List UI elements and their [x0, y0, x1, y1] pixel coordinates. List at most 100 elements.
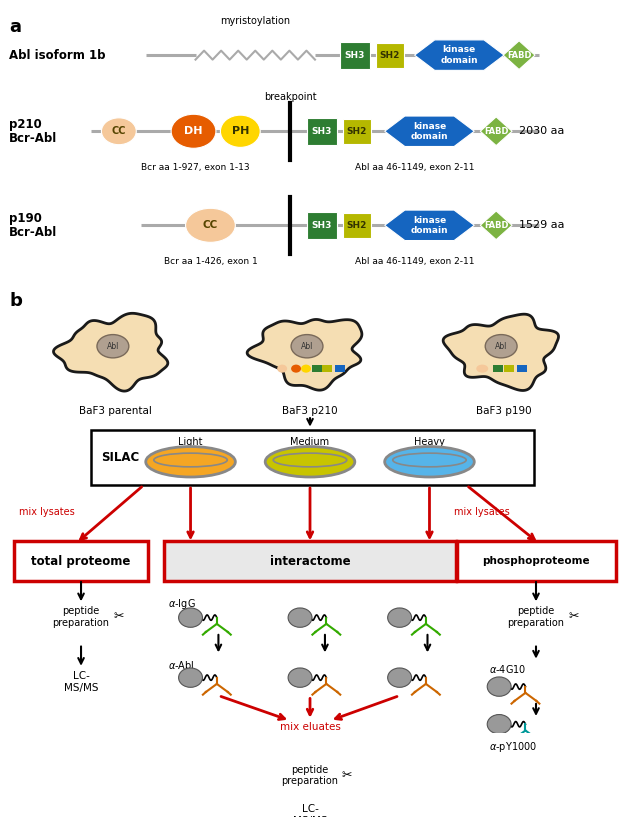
- Ellipse shape: [146, 447, 236, 477]
- Text: peptide
preparation: peptide preparation: [508, 606, 564, 627]
- Text: Bcr aa 1-426, exon 1: Bcr aa 1-426, exon 1: [164, 257, 258, 266]
- Text: phosphoproteome: phosphoproteome: [482, 556, 590, 566]
- FancyBboxPatch shape: [458, 542, 616, 581]
- Text: kinase
domain: kinase domain: [441, 46, 478, 65]
- Text: SH2: SH2: [347, 221, 367, 230]
- Ellipse shape: [384, 447, 474, 477]
- Text: SH3: SH3: [312, 127, 332, 136]
- Text: DH: DH: [184, 127, 203, 136]
- Text: peptide
preparation: peptide preparation: [52, 606, 109, 627]
- Ellipse shape: [485, 335, 517, 358]
- Ellipse shape: [288, 608, 312, 627]
- Text: SH3: SH3: [312, 221, 332, 230]
- Ellipse shape: [171, 114, 216, 148]
- Text: kinase
domain: kinase domain: [411, 122, 448, 141]
- Text: kinase
domain: kinase domain: [411, 216, 448, 235]
- Text: mix lysates: mix lysates: [19, 507, 75, 517]
- Text: FABD: FABD: [484, 127, 508, 136]
- Ellipse shape: [288, 668, 312, 687]
- FancyBboxPatch shape: [91, 430, 534, 485]
- Text: SH2: SH2: [379, 51, 400, 60]
- Ellipse shape: [301, 364, 311, 373]
- Text: LC-
MS/MS: LC- MS/MS: [292, 804, 328, 817]
- Text: peptide
preparation: peptide preparation: [281, 765, 339, 786]
- Polygon shape: [384, 210, 474, 240]
- Polygon shape: [443, 315, 559, 391]
- Polygon shape: [480, 117, 512, 145]
- Text: Abl aa 46-1149, exon 2-11: Abl aa 46-1149, exon 2-11: [355, 257, 474, 266]
- Text: Medium: Medium: [291, 437, 329, 447]
- Text: Abl: Abl: [301, 342, 313, 350]
- Ellipse shape: [265, 447, 355, 477]
- Text: SH3: SH3: [344, 51, 365, 60]
- FancyBboxPatch shape: [343, 118, 371, 144]
- Ellipse shape: [277, 364, 287, 373]
- Text: Heavy: Heavy: [414, 437, 445, 447]
- Text: Abl isoform 1b: Abl isoform 1b: [9, 49, 106, 61]
- Text: Light: Light: [178, 437, 202, 447]
- Text: total proteome: total proteome: [31, 555, 131, 568]
- Text: PH: PH: [232, 127, 249, 136]
- Text: BaF3 parental: BaF3 parental: [79, 406, 152, 416]
- Polygon shape: [480, 211, 512, 239]
- Text: Bcr-Abl: Bcr-Abl: [9, 132, 58, 145]
- Text: breakpoint: breakpoint: [264, 92, 316, 101]
- Text: Abl aa 46-1149, exon 2-11: Abl aa 46-1149, exon 2-11: [355, 163, 474, 172]
- Ellipse shape: [97, 335, 129, 358]
- Text: 1529 aa: 1529 aa: [519, 221, 564, 230]
- FancyBboxPatch shape: [376, 42, 404, 68]
- Polygon shape: [54, 313, 168, 391]
- Ellipse shape: [291, 335, 323, 358]
- Text: SH2: SH2: [347, 127, 367, 136]
- Text: myristoylation: myristoylation: [220, 16, 291, 26]
- FancyBboxPatch shape: [343, 212, 371, 238]
- Ellipse shape: [476, 364, 488, 373]
- Polygon shape: [384, 116, 474, 146]
- Polygon shape: [414, 40, 504, 70]
- Ellipse shape: [388, 668, 411, 687]
- Text: $\alpha$-pY1000: $\alpha$-pY1000: [489, 740, 538, 754]
- Ellipse shape: [221, 115, 260, 147]
- Text: Abl: Abl: [495, 342, 508, 350]
- Ellipse shape: [179, 608, 202, 627]
- Text: ✂: ✂: [342, 769, 352, 782]
- FancyBboxPatch shape: [340, 42, 370, 69]
- Text: $\alpha$-4G10: $\alpha$-4G10: [489, 663, 527, 676]
- FancyBboxPatch shape: [504, 365, 514, 373]
- Text: interactome: interactome: [270, 555, 351, 568]
- Ellipse shape: [101, 118, 136, 145]
- Ellipse shape: [488, 677, 511, 696]
- Text: ✂: ✂: [114, 610, 124, 623]
- Text: SILAC: SILAC: [101, 451, 139, 464]
- Text: TiO₂: TiO₂: [523, 769, 549, 779]
- FancyBboxPatch shape: [322, 365, 332, 373]
- Text: BaF3 p210: BaF3 p210: [282, 406, 338, 416]
- Text: 2030 aa: 2030 aa: [519, 127, 564, 136]
- FancyBboxPatch shape: [517, 365, 527, 373]
- Text: Bcr-Abl: Bcr-Abl: [9, 226, 58, 239]
- Text: p210: p210: [9, 118, 42, 131]
- FancyBboxPatch shape: [312, 365, 322, 373]
- FancyBboxPatch shape: [307, 118, 337, 145]
- Ellipse shape: [186, 208, 236, 243]
- Text: LC-
MS/MS: LC- MS/MS: [64, 672, 98, 693]
- Text: Abl: Abl: [107, 342, 119, 350]
- Ellipse shape: [488, 715, 511, 734]
- FancyBboxPatch shape: [307, 212, 337, 239]
- Text: FABD: FABD: [484, 221, 508, 230]
- Text: CC: CC: [112, 127, 126, 136]
- Text: FABD: FABD: [507, 51, 531, 60]
- Text: mix eluates: mix eluates: [279, 722, 341, 732]
- FancyBboxPatch shape: [493, 365, 503, 373]
- FancyBboxPatch shape: [335, 365, 345, 373]
- Ellipse shape: [179, 668, 202, 687]
- Polygon shape: [247, 319, 362, 391]
- Text: b: b: [9, 292, 22, 310]
- Text: Bcr aa 1-927, exon 1-13: Bcr aa 1-927, exon 1-13: [141, 163, 250, 172]
- Polygon shape: [503, 41, 535, 69]
- FancyBboxPatch shape: [164, 542, 456, 581]
- FancyBboxPatch shape: [14, 542, 148, 581]
- Text: $\alpha$-IgG: $\alpha$-IgG: [168, 597, 196, 611]
- Text: a: a: [9, 17, 21, 35]
- Text: $\alpha$-Abl: $\alpha$-Abl: [168, 659, 194, 671]
